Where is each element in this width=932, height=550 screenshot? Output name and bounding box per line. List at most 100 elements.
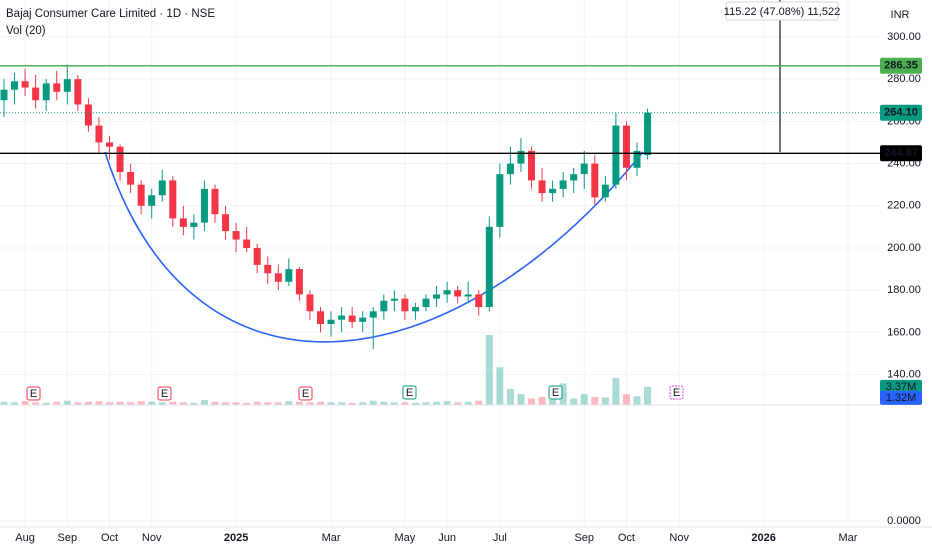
price-tag	[880, 57, 922, 74]
volume-bar	[496, 367, 504, 405]
volume-bar	[601, 397, 609, 405]
candle-body	[622, 125, 630, 168]
candle-body	[633, 150, 641, 168]
candle-body	[285, 269, 293, 282]
volume-bar	[63, 400, 71, 405]
measure-box	[725, 1, 839, 21]
volume-bar	[612, 378, 620, 405]
event-marker[interactable]: E	[298, 386, 313, 401]
event-marker[interactable]: E	[669, 385, 684, 400]
event-label: E	[673, 387, 680, 399]
candle-body	[179, 218, 187, 227]
candle-body	[63, 79, 71, 92]
volume-bar	[422, 402, 430, 405]
volume-bar	[274, 402, 282, 405]
volume-bar	[549, 399, 557, 405]
volume-tag-label: 1.32M	[886, 392, 917, 404]
volume-bar	[11, 402, 19, 405]
candle-body	[169, 180, 177, 219]
volume-bar	[559, 383, 567, 405]
event-label: E	[161, 388, 168, 400]
price-tag	[880, 145, 922, 162]
candle-body	[443, 290, 451, 295]
volume-bar	[106, 402, 113, 405]
volume-bar	[348, 402, 356, 405]
candle-body	[380, 300, 388, 312]
volume-bar	[285, 401, 293, 405]
volume-tag	[880, 390, 922, 405]
candle-body	[559, 180, 567, 189]
x-tick-label: May	[395, 532, 416, 544]
volume-tag	[880, 379, 922, 394]
y-tick-label: 160.00	[887, 326, 921, 338]
y-tick-label: 280.00	[887, 73, 921, 85]
volume-bar	[390, 402, 398, 405]
volume-bar	[633, 396, 641, 405]
candle-body	[538, 180, 546, 194]
candle-body	[411, 307, 419, 312]
volume-bar	[464, 401, 472, 405]
candle-body	[0, 89, 8, 101]
candle-body	[243, 239, 251, 248]
candle-body	[211, 188, 219, 215]
candle-body	[454, 290, 462, 297]
candle-body	[348, 315, 356, 322]
event-label: E	[406, 387, 413, 399]
candle-body	[433, 294, 441, 299]
plot	[0, 64, 652, 405]
candle-body	[475, 294, 483, 308]
x-tick-label: Jun	[438, 532, 456, 544]
volume-bar	[253, 401, 261, 405]
candle-body	[148, 195, 156, 206]
candle-body	[84, 104, 92, 126]
candle-body	[390, 298, 398, 301]
candle-body	[74, 79, 82, 105]
price-tag	[880, 104, 922, 121]
candle-body	[53, 83, 61, 92]
x-tick-label: Mar	[322, 532, 341, 544]
candle-body	[528, 150, 535, 181]
volume-bar	[169, 401, 177, 405]
volume-bar	[116, 401, 124, 405]
x-tick-label: 2026	[751, 532, 775, 544]
volume-bar	[369, 400, 377, 405]
volume-bar	[74, 402, 82, 405]
volume-bar	[622, 394, 630, 405]
candle-body	[95, 125, 103, 143]
event-marker[interactable]: E	[402, 385, 417, 400]
candle-body	[11, 81, 19, 90]
volume-bar	[359, 402, 367, 405]
candle-body	[306, 294, 314, 312]
volume-bar	[42, 402, 50, 405]
candle-body	[274, 273, 282, 282]
candle-body	[127, 172, 135, 185]
price-tag-label: 244.87	[884, 147, 918, 159]
x-tick-label: Nov	[142, 532, 162, 544]
candle-body	[506, 163, 514, 175]
volume-bar	[506, 388, 514, 405]
price-axis	[880, 0, 932, 550]
currency: INR	[891, 9, 910, 21]
x-tick-label: Oct	[618, 532, 635, 544]
volume-bar	[317, 401, 324, 405]
candle-body	[190, 222, 198, 227]
event-label: E	[30, 388, 37, 400]
volume-bar	[475, 400, 483, 405]
volume-bar	[232, 402, 240, 405]
x-tick-label: Mar	[839, 532, 858, 544]
event-marker[interactable]: E	[26, 386, 41, 401]
price-tag-label: 264.10	[884, 107, 918, 119]
volume-bar	[127, 402, 135, 405]
x-tick-label: Aug	[15, 532, 35, 544]
volume-bar	[485, 335, 493, 405]
event-marker[interactable]: E	[157, 386, 172, 401]
y-tick-label: 220.00	[887, 200, 921, 212]
candle-body	[295, 269, 303, 295]
volume-bar	[580, 394, 588, 405]
event-marker[interactable]: E	[548, 385, 563, 400]
volume-bar	[211, 401, 219, 405]
candle-body	[232, 231, 240, 240]
candle-body	[580, 163, 588, 175]
